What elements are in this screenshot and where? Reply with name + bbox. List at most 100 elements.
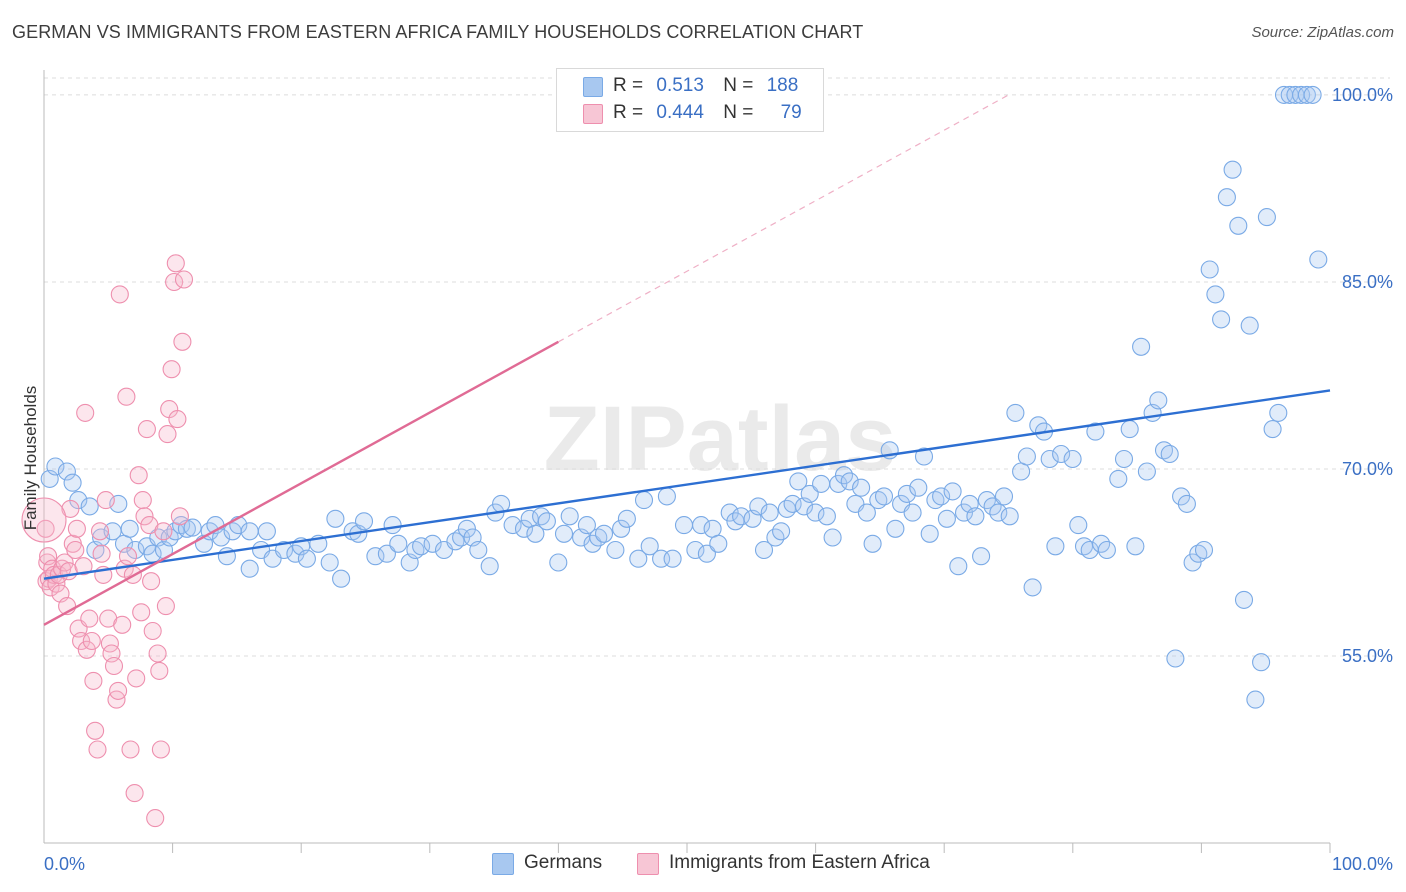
data-point bbox=[1257, 208, 1276, 227]
data-point bbox=[806, 503, 825, 522]
data-point bbox=[949, 557, 968, 576]
data-point bbox=[92, 528, 111, 547]
data-point bbox=[1263, 420, 1282, 439]
data-point bbox=[113, 615, 132, 634]
watermark: ZIPatlas bbox=[544, 388, 897, 490]
data-point bbox=[389, 534, 408, 553]
data-point bbox=[154, 522, 173, 541]
data-point bbox=[469, 540, 488, 560]
data-point bbox=[1183, 553, 1202, 572]
data-point bbox=[817, 507, 836, 526]
data-point bbox=[80, 609, 99, 628]
trend-lines bbox=[43, 94, 1331, 626]
data-point bbox=[1252, 653, 1271, 672]
data-point bbox=[412, 537, 431, 556]
data-point bbox=[74, 557, 93, 576]
data-point bbox=[629, 549, 648, 568]
data-point bbox=[1200, 260, 1219, 279]
data-point bbox=[1023, 578, 1042, 597]
data-point bbox=[146, 809, 165, 828]
data-point bbox=[1229, 216, 1248, 235]
data-point-large bbox=[21, 497, 67, 543]
data-point bbox=[125, 784, 144, 803]
data-point bbox=[297, 549, 316, 568]
data-point bbox=[994, 487, 1014, 506]
bottom-legend-swatch-germans bbox=[492, 853, 514, 875]
data-point bbox=[143, 621, 162, 641]
data-point bbox=[129, 466, 148, 485]
data-point bbox=[162, 360, 181, 379]
data-point bbox=[749, 497, 768, 516]
data-point bbox=[1309, 250, 1328, 269]
data-point bbox=[151, 740, 170, 759]
x-tick-label: 0.0% bbox=[44, 854, 85, 874]
data-point bbox=[1132, 337, 1151, 356]
legend-r-label: R = bbox=[613, 75, 644, 96]
data-point bbox=[732, 507, 751, 526]
data-point bbox=[1120, 420, 1139, 439]
data-point bbox=[674, 516, 694, 535]
data-point bbox=[966, 507, 985, 526]
data-point bbox=[82, 631, 101, 651]
data-point bbox=[617, 509, 636, 528]
data-point bbox=[1303, 85, 1322, 104]
data-point bbox=[61, 499, 80, 518]
bottom-legend-swatch-immigrants bbox=[637, 853, 659, 875]
data-point bbox=[354, 512, 374, 531]
data-point bbox=[532, 507, 551, 526]
data-point bbox=[537, 512, 556, 531]
data-point bbox=[332, 569, 351, 588]
data-point bbox=[514, 519, 534, 538]
data-point bbox=[274, 540, 294, 560]
data-point bbox=[142, 572, 161, 591]
data-point bbox=[549, 553, 568, 572]
y-tick-label: 70.0% bbox=[1342, 459, 1393, 479]
y-tick-label: 100.0% bbox=[1332, 85, 1393, 105]
data-point bbox=[754, 540, 774, 560]
data-point bbox=[909, 478, 928, 497]
trend-line-immigrants-extension bbox=[558, 94, 1009, 343]
legend-n-value: 79 bbox=[780, 102, 802, 123]
data-point bbox=[1069, 516, 1088, 535]
data-point bbox=[1114, 449, 1134, 469]
data-point bbox=[800, 484, 819, 503]
data-point bbox=[829, 474, 848, 493]
data-point bbox=[1006, 403, 1025, 422]
data-point bbox=[840, 472, 859, 491]
data-point bbox=[173, 332, 192, 351]
data-point bbox=[158, 425, 177, 444]
data-point bbox=[1012, 462, 1031, 481]
bottom-legend-label-immigrants: Immigrants from Eastern Africa bbox=[669, 852, 930, 873]
data-point bbox=[703, 519, 722, 538]
data-point bbox=[118, 547, 138, 566]
data-point bbox=[156, 597, 175, 616]
data-point bbox=[823, 528, 842, 547]
data-point bbox=[240, 522, 259, 541]
data-point bbox=[148, 644, 167, 663]
data-point bbox=[286, 544, 305, 563]
data-point bbox=[577, 516, 596, 535]
data-point bbox=[1052, 444, 1071, 464]
y-axis-label: Family Households bbox=[21, 386, 40, 531]
data-point bbox=[57, 462, 76, 481]
legend-swatch-germans bbox=[583, 77, 603, 97]
trend-line-immigrants bbox=[43, 340, 559, 626]
data-point bbox=[789, 472, 808, 491]
data-point bbox=[526, 524, 545, 543]
data-point bbox=[110, 285, 129, 304]
data-point bbox=[168, 410, 187, 429]
data-point bbox=[657, 487, 676, 506]
data-point bbox=[1063, 449, 1082, 469]
data-point bbox=[1297, 85, 1316, 104]
data-point bbox=[709, 534, 728, 553]
legend-swatch-immigrants bbox=[583, 104, 603, 124]
data-point bbox=[503, 516, 522, 535]
data-point bbox=[560, 507, 579, 526]
data-point bbox=[772, 522, 791, 541]
data-point bbox=[1137, 462, 1156, 481]
data-point bbox=[120, 519, 139, 538]
data-point bbox=[937, 509, 956, 528]
data-point bbox=[606, 540, 625, 560]
data-point bbox=[240, 559, 259, 578]
